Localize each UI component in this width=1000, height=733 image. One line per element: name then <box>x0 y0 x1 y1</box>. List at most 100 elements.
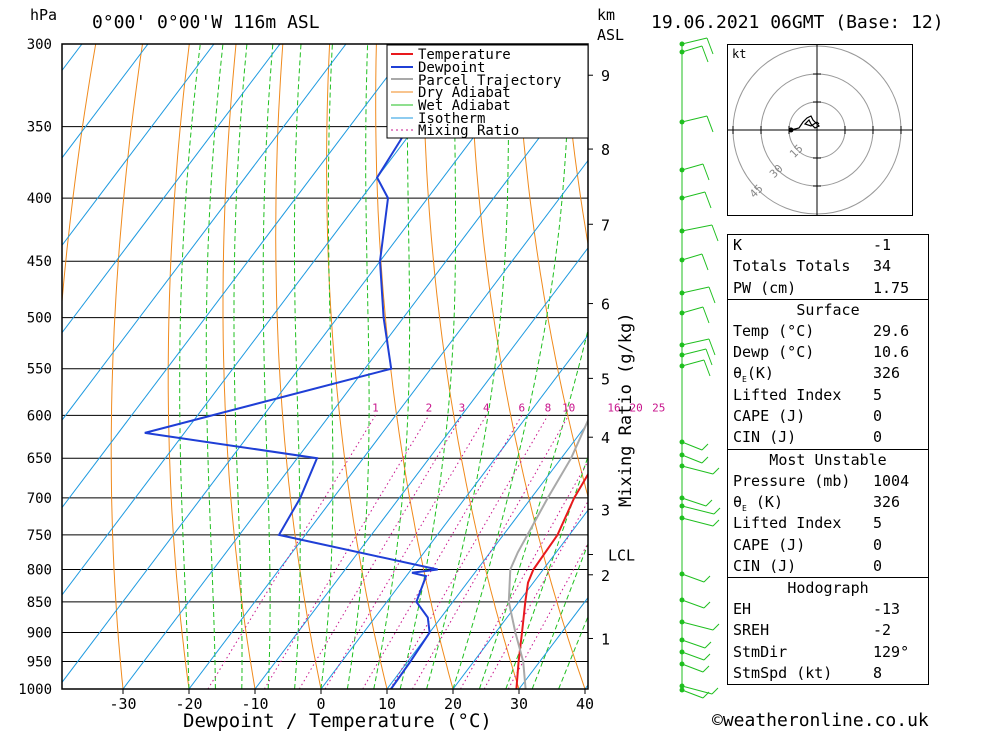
wind-barb-flag <box>712 623 720 631</box>
pressure-label-800: 800 <box>27 562 52 578</box>
wind-barb <box>681 191 706 199</box>
wind-barb <box>681 359 705 367</box>
wet-adiabat-line <box>346 44 370 689</box>
hodograph-heading: Hodograph <box>787 579 869 598</box>
wind-barb-flag <box>704 641 712 649</box>
wind-barb <box>681 37 708 45</box>
mixing-ratio-lines <box>207 415 588 689</box>
wind-barb-flag <box>702 665 710 673</box>
pressure-label-950: 950 <box>27 655 52 671</box>
k-index-row: K -1 <box>728 235 928 256</box>
sreh-row: SREH -2 <box>733 621 892 640</box>
surface-heading: Surface <box>796 300 860 319</box>
wind-barb <box>681 163 704 171</box>
wind-barb-flag <box>703 601 711 609</box>
x-tick-label-0: 0 <box>316 695 325 713</box>
isotherm-line <box>122 72 588 689</box>
copyright-footer: ©weatheronline.co.uk <box>712 710 929 731</box>
dry-adiabat-line <box>110 44 143 689</box>
mixing-ratio-label-25: 25 <box>652 401 665 414</box>
wind-barb <box>681 651 705 661</box>
wind-barb <box>681 689 704 699</box>
mu-theta-row: θE (K) 326 <box>733 492 901 513</box>
wind-barb <box>681 115 708 123</box>
mu-li-row: Lifted Index 5 <box>733 514 883 533</box>
dry-adiabat-line <box>938 44 1000 689</box>
mixing-ratio-label-1: 1 <box>372 401 379 414</box>
height-label-9: 9 <box>601 67 610 85</box>
wind-barb-flag <box>712 467 720 475</box>
dry-adiabat-line <box>375 44 454 689</box>
mixing-ratio-labels: 1 2 3 4 6 8 10 16 20 25 <box>372 401 665 414</box>
wind-barb <box>681 338 710 346</box>
stmspd-row: StmSpd (kt) 8 <box>733 664 883 683</box>
isotherm-line <box>62 44 413 509</box>
mixing-ratio-line-25 <box>507 542 588 689</box>
wet-adiabat-line <box>293 44 302 689</box>
mixing-ratio-line-16 <box>460 460 588 689</box>
surface-li-row: Lifted Index 5 <box>733 385 883 404</box>
isotherm-line <box>386 421 588 689</box>
dry-adiabat-line <box>167 44 190 689</box>
legend-dry-adiabat: Dry Adiabat <box>418 85 511 101</box>
wind-barb-flag <box>701 253 709 271</box>
isotherm-line <box>320 334 588 689</box>
hodograph-unit: kt <box>732 47 746 61</box>
surface-temp-row: Temp (°C) 29.6 <box>733 321 910 340</box>
wind-barb-flag <box>701 45 709 63</box>
header: hPa 0°00' 0°00'W 116m ASL km ASL 19.06.2… <box>30 6 944 44</box>
mixing-ratio-label-10: 10 <box>562 401 575 414</box>
wet-adiabat-line <box>205 44 224 689</box>
height-label-8: 8 <box>601 141 610 159</box>
legend-dewpoint: Dewpoint <box>418 60 485 76</box>
pressure-label-300: 300 <box>27 37 52 53</box>
dry-adiabat-line <box>222 44 256 689</box>
x-tick-label-20: 20 <box>444 695 462 713</box>
mixing-ratio-label-16: 16 <box>607 401 620 414</box>
pressure-label-400: 400 <box>27 191 52 207</box>
pressure-label-500: 500 <box>27 311 52 327</box>
wind-barb-flag <box>708 286 716 304</box>
location-label: 0°00' 0°00'W 116m ASL <box>92 12 320 33</box>
wind-barb <box>681 685 713 695</box>
x-tick-label--20: -20 <box>175 695 202 713</box>
pressure-label-850: 850 <box>27 595 52 611</box>
pressure-label-550: 550 <box>27 362 52 378</box>
wet-adiabat-line <box>320 44 334 689</box>
legend-mixing-ratio: Mixing Ratio <box>418 123 519 139</box>
mixing-ratio-line-2 <box>263 415 430 689</box>
surface-cape-row: CAPE (J) 0 <box>733 407 883 426</box>
k-index-value: -1 <box>873 236 892 254</box>
datetime-label: 19.06.2021 06GMT (Base: 12) <box>651 12 944 33</box>
dry-adiabat-line <box>469 44 586 689</box>
legend-wet-adiabat: Wet Adiabat <box>418 98 511 114</box>
series-temperature <box>515 472 588 689</box>
eh-row: EH -13 <box>733 600 901 619</box>
isotherm-line <box>62 44 281 334</box>
wind-barb-flag <box>703 653 711 661</box>
dry-adiabats <box>62 44 1000 689</box>
hodograph-storm-motion-dot <box>788 127 794 133</box>
plot-frame <box>61 43 589 690</box>
isotherm-line <box>0 44 16 689</box>
wind-barb <box>681 253 703 261</box>
height-label-7: 7 <box>601 216 610 234</box>
pressure-unit-label: hPa <box>30 6 57 24</box>
legend-parcel: Parcel Trajectory <box>418 73 561 89</box>
wind-barb-flag <box>706 37 714 55</box>
mixing-ratio-line-20 <box>483 500 588 689</box>
pressure-label-700: 700 <box>27 491 52 507</box>
height-tick-labels: 9 8 7 6 5 4 3 LCL 2 1 <box>588 67 635 648</box>
legend: Temperature Dewpoint Parcel Trajectory D… <box>386 44 589 139</box>
wind-profile <box>679 37 721 699</box>
pressure-label-1000: 1000 <box>18 682 52 698</box>
mixing-ratio-label-3: 3 <box>459 401 466 414</box>
isotherm-line <box>254 247 588 689</box>
wet-adiabat-line <box>233 44 248 689</box>
dry-adiabat-line <box>516 44 588 499</box>
isotherm-line <box>62 44 479 596</box>
wind-barb <box>681 573 705 583</box>
dry-adiabat-line <box>562 44 588 247</box>
mixing-ratio-axis-title: Mixing Ratio (g/kg) <box>616 313 636 507</box>
wind-barb <box>681 224 713 232</box>
